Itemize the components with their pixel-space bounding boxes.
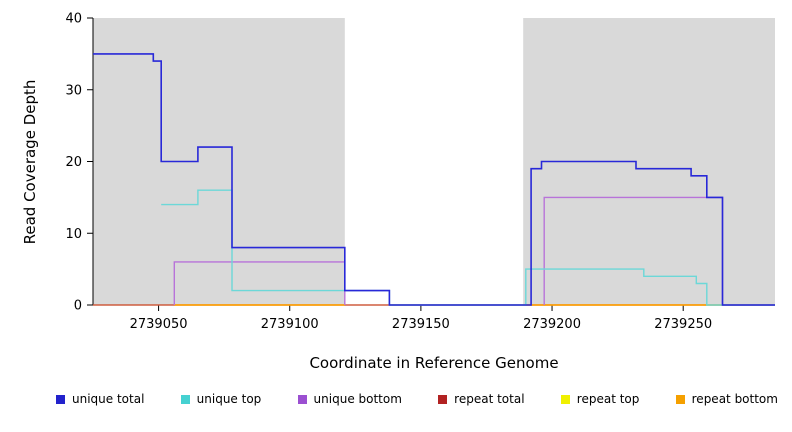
x-tick-label: 2739050 <box>130 317 188 332</box>
legend-swatch-unique-top <box>180 394 190 404</box>
y-tick-label: 10 <box>65 227 82 242</box>
legend-label: repeat total <box>454 392 525 406</box>
legend-item-repeat-top: repeat top <box>560 392 640 406</box>
legend-item-repeat-total: repeat total <box>438 392 525 406</box>
legend-label: unique bottom <box>313 392 402 406</box>
legend-swatch-unique-bottom <box>297 394 307 404</box>
coverage-plot: 2739050 2739100 2739150 2739200 2739250 0 10 20… <box>65 12 775 332</box>
x-tick-label: 2739250 <box>654 317 712 332</box>
legend-swatch-unique-total <box>56 394 65 404</box>
x-tick-label: 2739150 <box>392 317 450 332</box>
series-line-unique-top <box>161 189 775 306</box>
x-axis-title: Coordinate in Reference Genome <box>309 354 559 372</box>
legend-swatch-repeat-bottom <box>675 394 685 404</box>
legend-swatch-repeat-top <box>560 394 570 404</box>
y-tick-label: 40 <box>65 12 82 27</box>
legend-item-unique-total: unique total <box>56 392 144 406</box>
legend-label: unique top <box>196 392 262 406</box>
x-tick-label: 2739200 <box>523 317 581 332</box>
y-tick-label: 30 <box>65 83 82 98</box>
legend-label: repeat bottom <box>691 392 778 406</box>
series-line-unique-total <box>93 53 775 306</box>
y-tick-label: 20 <box>65 155 82 170</box>
legend-item-repeat-bottom: repeat bottom <box>675 392 778 406</box>
legend-item-unique-top: unique top <box>180 392 262 406</box>
legend-item-unique-bottom: unique bottom <box>297 392 402 406</box>
legend-label: repeat top <box>576 392 640 406</box>
legend-label: unique total <box>72 392 145 406</box>
x-tick-label: 2739100 <box>261 317 319 332</box>
legend-swatch-repeat-total <box>438 394 448 404</box>
shaded-region <box>93 18 345 305</box>
legend: unique total unique top unique bottom re… <box>56 392 778 406</box>
y-tick-label: 0 <box>74 299 82 314</box>
y-axis-title: Read Coverage Depth <box>21 79 39 245</box>
